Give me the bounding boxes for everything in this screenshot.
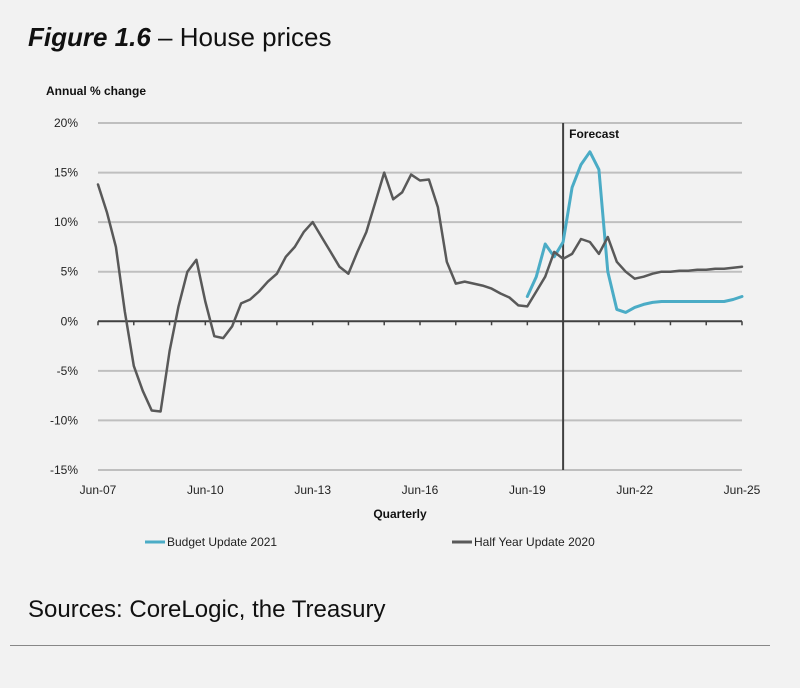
y-tick-label: -5% xyxy=(57,364,79,378)
x-tick-label: Jun-25 xyxy=(724,483,761,497)
x-tick-label: Jun-22 xyxy=(616,483,653,497)
x-tick-label: Jun-19 xyxy=(509,483,546,497)
x-tick-label: Jun-13 xyxy=(294,483,331,497)
y-tick-label: 20% xyxy=(54,116,78,130)
house-prices-chart: 20% 15% 10% 5% 0% -5% -10% -15%Jun-07 Jun-10 Jun-… xyxy=(46,84,761,549)
x-axis-title: Quarterly xyxy=(373,507,427,521)
label-layer: 20% 15% 10% 5% 0% -5% -10% -15%Jun-07 Jun-10 Jun-… xyxy=(46,84,761,521)
y-tick-label: 10% xyxy=(54,215,78,229)
figure-label: Figure 1.6 xyxy=(28,22,151,52)
y-tick-label: -10% xyxy=(50,413,78,427)
source-note: Sources: CoreLogic, the Treasury xyxy=(28,596,386,623)
y-tick-label: 5% xyxy=(61,265,79,279)
x-tick-label: Jun-16 xyxy=(402,483,439,497)
figure-title-separator: – xyxy=(150,22,180,52)
y-tick-label: -15% xyxy=(50,463,78,477)
legend-label: Half Year Update 2020 xyxy=(474,535,595,549)
grid-layer xyxy=(98,122,742,471)
figure-title: Figure 1.6 – House prices xyxy=(28,22,331,53)
y-axis-title: Annual % change xyxy=(46,84,146,98)
y-tick-label: 15% xyxy=(54,166,78,180)
x-tick-label: Jun-10 xyxy=(187,483,224,497)
forecast-annotation: Forecast xyxy=(569,127,619,141)
axis-layer xyxy=(97,123,743,470)
figure-title-text: House prices xyxy=(179,22,332,52)
footer-divider xyxy=(10,645,770,646)
series-line-budget-update-2021 xyxy=(525,150,744,314)
series-layer xyxy=(96,150,744,413)
series-line-half-year-update-2020 xyxy=(96,171,744,413)
legend-layer: Budget Update 2021 Half Year Update 2020 xyxy=(145,535,595,549)
x-tick-label: Jun-07 xyxy=(80,483,117,497)
legend-label: Budget Update 2021 xyxy=(167,535,277,549)
y-tick-label: 0% xyxy=(61,314,79,328)
